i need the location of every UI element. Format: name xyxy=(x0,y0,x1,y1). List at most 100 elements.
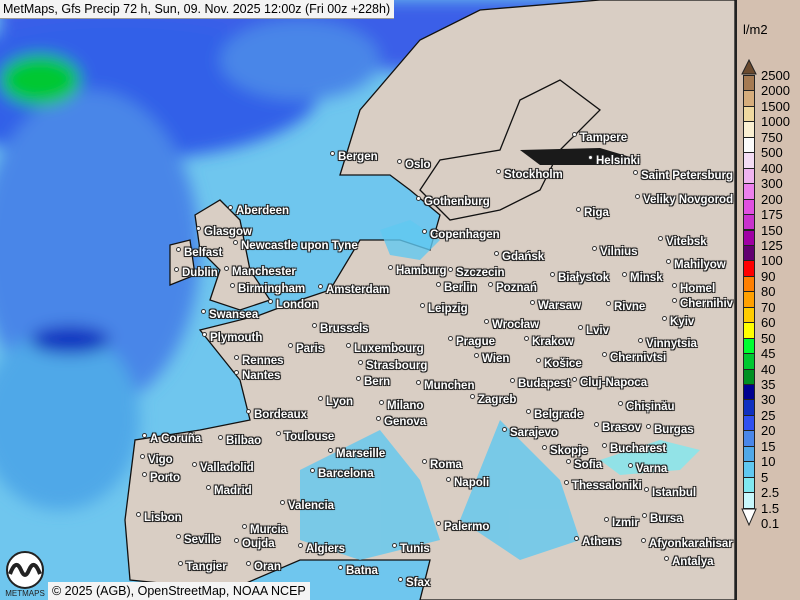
city-label: Sofia xyxy=(566,459,602,472)
city-label: Chernivtsi xyxy=(602,352,666,365)
city-label: Luxembourg xyxy=(346,343,424,356)
city-label: Birmingham xyxy=(230,283,305,296)
city-label: Palermo xyxy=(436,521,489,534)
legend-label: 20 xyxy=(761,423,776,439)
legend-swatch xyxy=(743,384,755,401)
city-label: Belfast xyxy=(176,247,222,260)
legend-label: 10 xyxy=(761,454,776,470)
city-label: Riga xyxy=(576,207,609,220)
city-label: A Coruña xyxy=(142,433,201,446)
legend-swatch xyxy=(743,183,755,200)
city-label: Homel xyxy=(672,283,715,296)
city-label: Batna xyxy=(338,565,378,578)
city-label: Berlin xyxy=(436,282,477,295)
city-label: Helsinki xyxy=(588,155,640,168)
legend-label: 30 xyxy=(761,392,776,408)
city-label: Białystok xyxy=(550,272,609,285)
legend-label: 1000 xyxy=(761,114,790,130)
legend-swatch xyxy=(743,136,755,154)
city-label: Hamburg xyxy=(388,265,446,278)
city-label: Lviv xyxy=(578,325,609,338)
svg-text:METMAPS: METMAPS xyxy=(5,589,45,598)
city-label: Wrocław xyxy=(484,319,539,332)
city-label: Tampere xyxy=(572,132,627,145)
city-label: Swansea xyxy=(201,309,258,322)
legend-swatch xyxy=(743,353,755,370)
city-label: Košice xyxy=(536,358,582,371)
city-label: Nantes xyxy=(234,370,280,383)
city-label: Chernihiv xyxy=(672,298,733,311)
legend-swatch xyxy=(743,152,755,169)
legend-swatch xyxy=(743,105,755,123)
city-label: Valencia xyxy=(280,500,334,513)
legend-swatch xyxy=(743,445,755,463)
legend-swatch xyxy=(743,337,755,355)
legend-swatch xyxy=(743,275,755,293)
legend-label: 80 xyxy=(761,284,776,300)
legend-label: 70 xyxy=(761,299,776,315)
city-label: Izmir xyxy=(604,517,639,530)
city-label: Barcelona xyxy=(310,468,374,481)
city-label: Bern xyxy=(356,376,390,389)
city-label: Sfax xyxy=(398,577,430,590)
city-label: Leipzig xyxy=(420,303,468,316)
legend-swatch xyxy=(743,430,755,447)
city-label: Afyonkarahisar xyxy=(641,538,733,551)
city-label: Seville xyxy=(176,534,220,547)
metmaps-logo: METMAPS xyxy=(5,551,45,598)
city-label: Bilbao xyxy=(218,435,261,448)
city-labels: Bergen Oslo Tampere Helsinki Saint Petersbur… xyxy=(0,0,735,600)
city-label: Szczecin xyxy=(448,267,505,280)
city-label: Bordeaux xyxy=(246,409,307,422)
legend-swatch xyxy=(743,214,755,231)
legend-label: 1.5 xyxy=(761,500,780,516)
city-label: Paris xyxy=(288,343,324,356)
city-label: Glasgow xyxy=(196,226,252,239)
city-label: Bergen xyxy=(330,151,378,164)
city-label: Rivne xyxy=(606,301,645,314)
city-label: London xyxy=(268,299,318,312)
city-label: Chișinău xyxy=(618,401,675,414)
legend-label: 175 xyxy=(761,207,783,223)
legend-swatch xyxy=(743,461,755,478)
city-label: Marseille xyxy=(328,448,385,461)
city-label: Vitebsk xyxy=(658,236,707,249)
city-label: Mahilyow xyxy=(666,259,726,272)
legend-label: 2500 xyxy=(761,68,790,83)
city-label: Krakow xyxy=(524,336,574,349)
city-label: Cluj-Napoca xyxy=(572,377,647,390)
city-label: Rennes xyxy=(234,355,284,368)
legend-label: 200 xyxy=(761,191,783,207)
precipitation-map[interactable]: Bergen Oslo Tampere Helsinki Saint Petersbur… xyxy=(0,0,735,600)
legend-label: 100 xyxy=(761,253,783,269)
city-label: Sarajevo xyxy=(502,427,558,440)
city-label: Poznań xyxy=(488,282,537,295)
legend-label: 90 xyxy=(761,268,776,284)
legend-label: 750 xyxy=(761,129,783,145)
city-label: Lisbon xyxy=(136,512,182,525)
city-label: Gothenburg xyxy=(416,196,490,209)
city-label: Roma xyxy=(422,459,462,472)
legend-top-arrow xyxy=(741,59,757,75)
city-label: Oran xyxy=(246,561,281,574)
city-label: Porto xyxy=(142,472,180,485)
city-label: Vigo xyxy=(140,454,173,467)
map-title: MetMaps, Gfs Precip 72 h, Sun, 09. Nov. … xyxy=(0,0,395,19)
city-label: Murcia xyxy=(242,524,287,537)
city-label: Antalya xyxy=(664,556,714,569)
legend-label: 150 xyxy=(761,222,783,238)
city-label: Stockholm xyxy=(496,169,563,182)
city-label: Valladolid xyxy=(192,462,254,475)
city-label: Vilnius xyxy=(592,246,638,259)
city-label: Copenhagen xyxy=(422,229,500,242)
city-label: Brussels xyxy=(312,323,369,336)
city-label: Zagreb xyxy=(470,394,516,407)
legend-label: 300 xyxy=(761,176,783,192)
city-label: Brasov xyxy=(594,422,641,435)
city-label: Oslo xyxy=(397,159,431,172)
legend-label: 15 xyxy=(761,438,776,454)
city-label: Madrid xyxy=(206,485,252,498)
city-label: Bursa xyxy=(642,513,683,526)
city-label: Newcastle upon Tyne xyxy=(233,240,358,253)
legend-swatch xyxy=(743,90,755,107)
